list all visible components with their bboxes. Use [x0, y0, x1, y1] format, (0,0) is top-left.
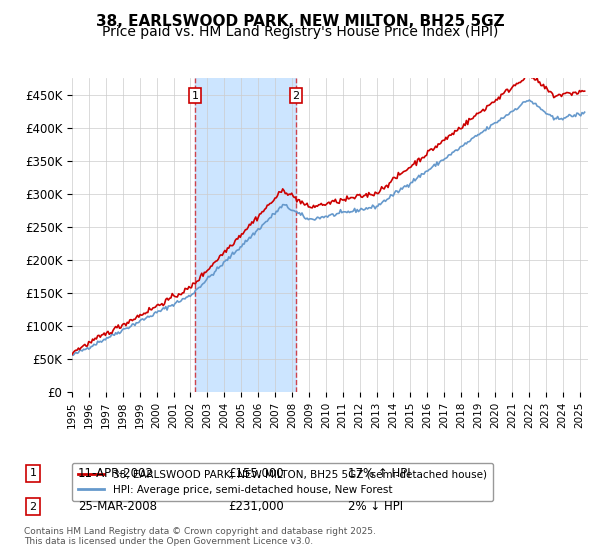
- Text: 11-APR-2002: 11-APR-2002: [78, 466, 154, 480]
- Legend: 38, EARLSWOOD PARK, NEW MILTON, BH25 5GZ (semi-detached house), HPI: Average pri: 38, EARLSWOOD PARK, NEW MILTON, BH25 5GZ…: [72, 463, 493, 501]
- Text: £155,000: £155,000: [228, 466, 284, 480]
- Text: 1: 1: [191, 91, 199, 101]
- Text: 1: 1: [29, 468, 37, 478]
- Text: 2: 2: [29, 502, 37, 512]
- Text: 2: 2: [292, 91, 299, 101]
- Bar: [195, 78, 296, 392]
- Text: £231,000: £231,000: [228, 500, 284, 514]
- Text: 17% ↑ HPI: 17% ↑ HPI: [348, 466, 410, 480]
- Text: Contains HM Land Registry data © Crown copyright and database right 2025.
This d: Contains HM Land Registry data © Crown c…: [24, 526, 376, 546]
- Text: 2% ↓ HPI: 2% ↓ HPI: [348, 500, 403, 514]
- Text: 38, EARLSWOOD PARK, NEW MILTON, BH25 5GZ: 38, EARLSWOOD PARK, NEW MILTON, BH25 5GZ: [95, 14, 505, 29]
- Text: Price paid vs. HM Land Registry's House Price Index (HPI): Price paid vs. HM Land Registry's House …: [102, 25, 498, 39]
- Text: 25-MAR-2008: 25-MAR-2008: [78, 500, 157, 514]
